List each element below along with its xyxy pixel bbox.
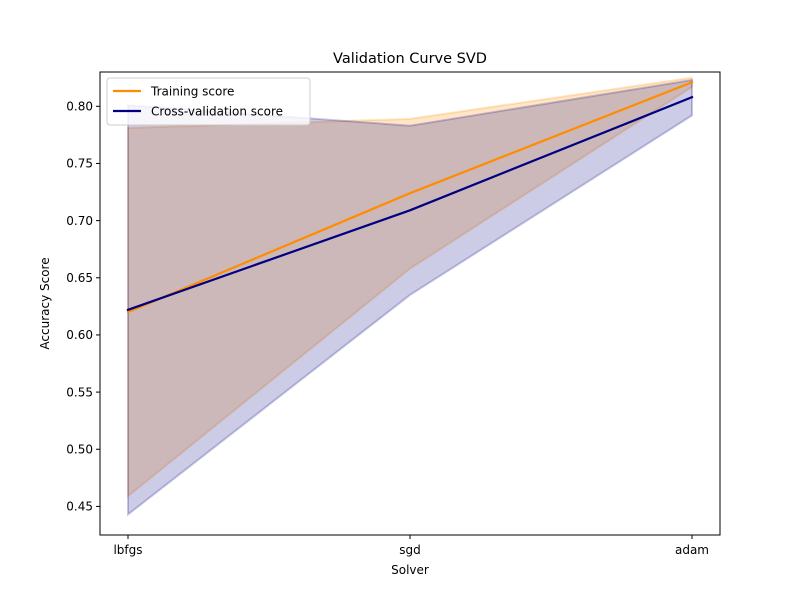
- y-tick-label: 0.75: [66, 157, 93, 171]
- y-tick-label: 0.60: [66, 328, 93, 342]
- y-tick-label: 0.50: [66, 442, 93, 456]
- x-tick-label: lbfgs: [113, 543, 142, 557]
- legend-box: [106, 77, 311, 126]
- y-tick-label: 0.65: [66, 271, 93, 285]
- legend-entry-label: Cross-validation score: [151, 104, 283, 118]
- y-axis: 0.45 0.50 0.55 0.60 0.65 0.70 0.75 0.80: [66, 99, 100, 514]
- y-tick-label: 0.45: [66, 500, 93, 514]
- legend-entry-label: Training score: [150, 84, 234, 98]
- y-tick-label: 0.55: [66, 385, 93, 399]
- series-lines: [126, 80, 694, 314]
- confidence-bands: [127, 76, 693, 517]
- legend: Training score Cross-validation score: [106, 77, 311, 126]
- x-axis: lbfgs sgd adam: [113, 535, 709, 557]
- band-training: [127, 76, 693, 499]
- y-tick-label: 0.80: [66, 99, 93, 113]
- x-axis-label: Solver: [391, 563, 429, 577]
- x-tick-label: adam: [675, 543, 709, 557]
- chart-title: Validation Curve SVD: [333, 51, 487, 67]
- band-cross-validation: [127, 78, 693, 517]
- y-tick-label: 0.70: [66, 214, 93, 228]
- x-tick-label: sgd: [399, 543, 421, 557]
- y-axis-label: Accuracy Score: [38, 257, 52, 349]
